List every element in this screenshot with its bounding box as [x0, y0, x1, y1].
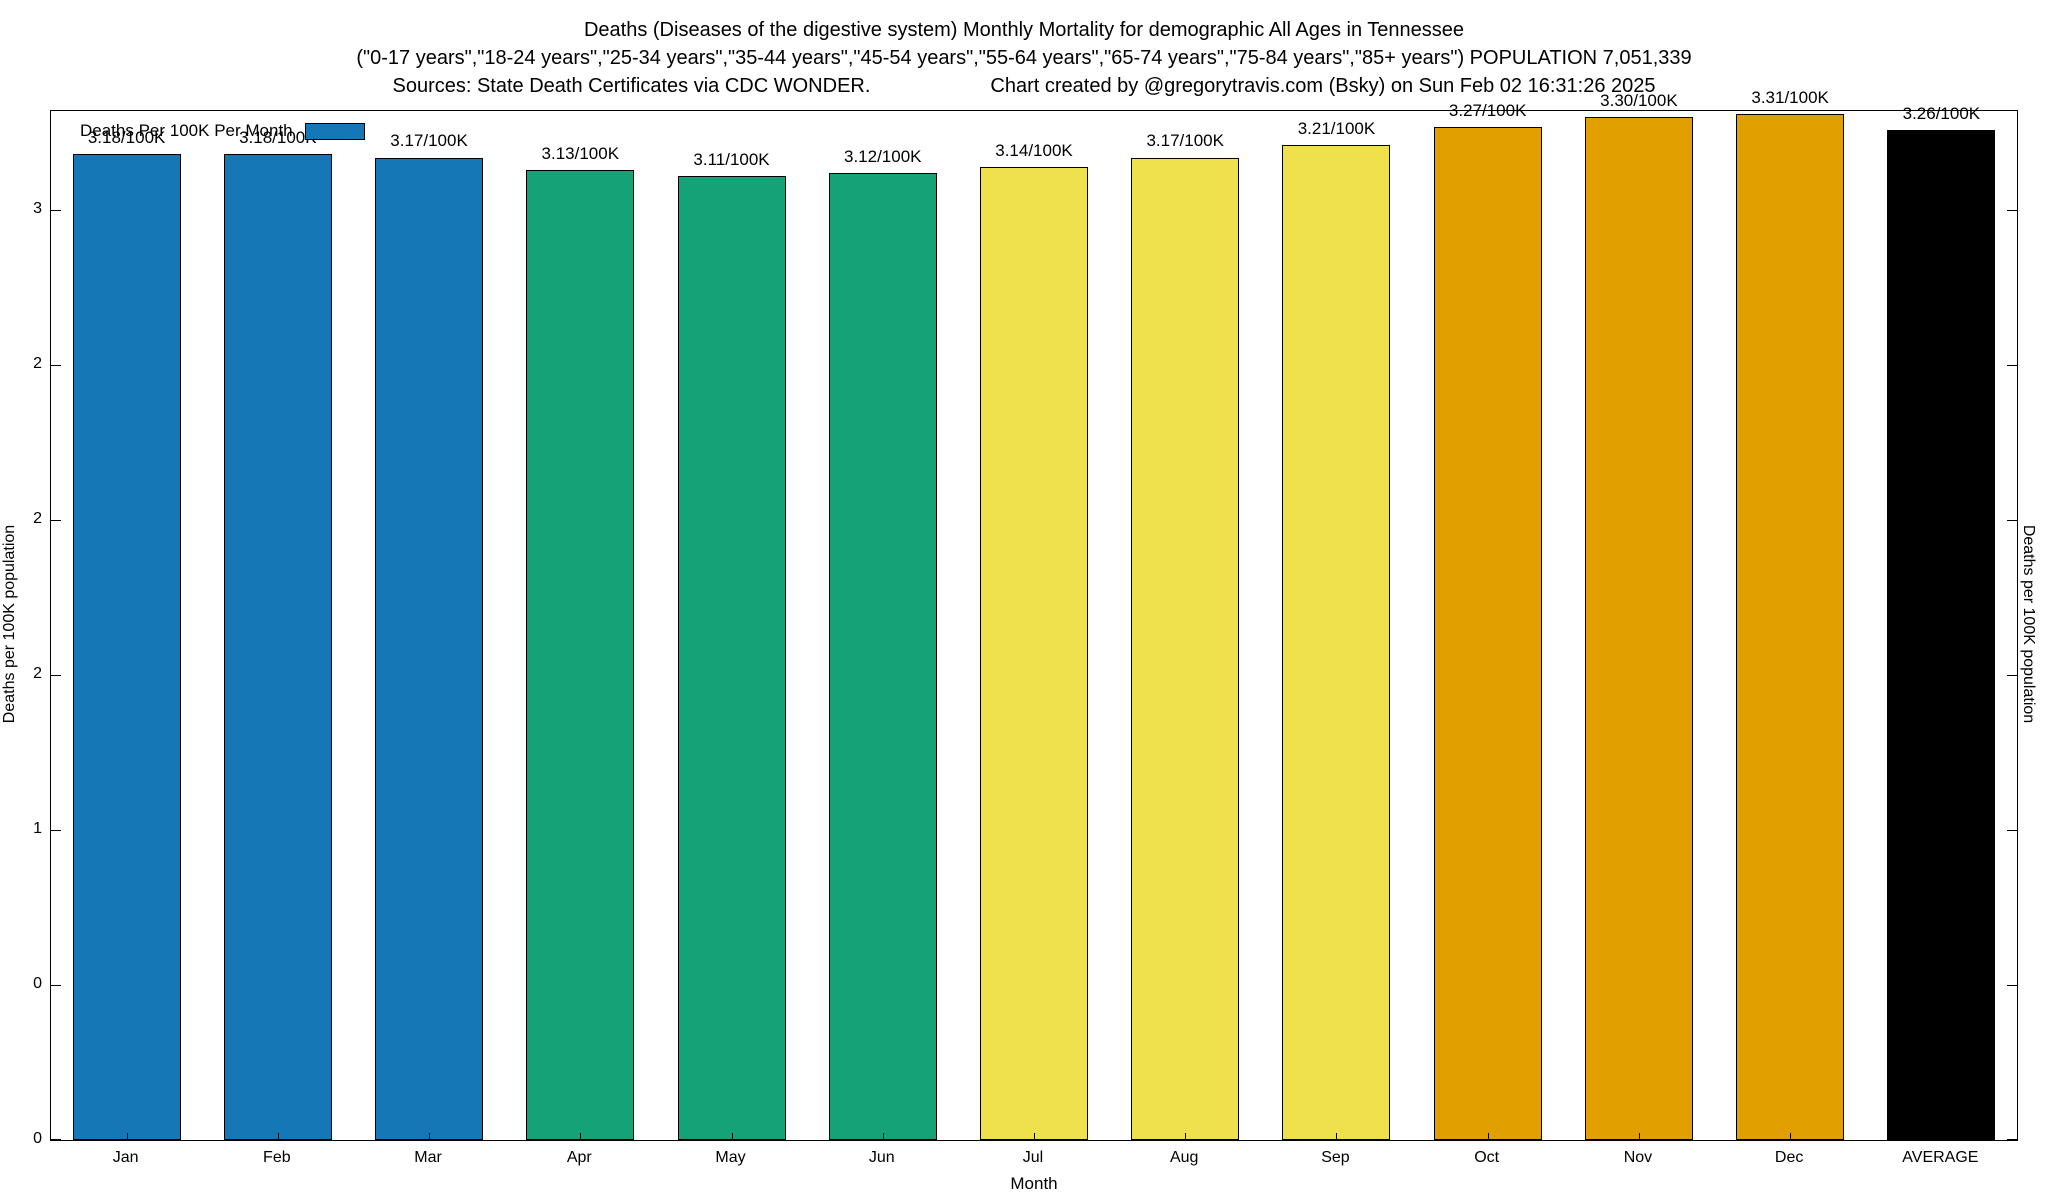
- x-tickmark-may: [731, 1133, 733, 1140]
- y-tickmark-left-2: [51, 830, 61, 832]
- bar-average: [1887, 129, 1996, 1140]
- y-tick-label-1: 0: [33, 975, 42, 993]
- y-tick-label-4: 2: [33, 510, 42, 528]
- bar-value-label-dec: 3.31/100K: [1751, 88, 1829, 108]
- bar-value-label-feb: 3.18/100K: [239, 128, 317, 148]
- x-tick-dec: Dec: [1774, 1149, 1804, 1166]
- bar-dec: [1736, 114, 1845, 1140]
- y-tickmark-left-6: [51, 210, 61, 212]
- bar-value-label-jun: 3.12/100K: [844, 146, 922, 166]
- y-tick-label-3: 2: [33, 665, 42, 683]
- chart-title-line2: ("0-17 years","18-24 years","25-34 years…: [356, 47, 1692, 69]
- bar-apr: [526, 169, 635, 1140]
- x-tickmark-jul: [1034, 1133, 1035, 1140]
- bar-jun: [828, 173, 937, 1140]
- bar-jan: [72, 154, 181, 1140]
- y-tick-label-2: 1: [33, 820, 42, 838]
- x-tick-aug: Aug: [1169, 1149, 1199, 1166]
- x-tick-jun: Jun: [868, 1149, 895, 1166]
- y-tickmark-left-5: [51, 365, 61, 367]
- x-tick-jul: Jul: [1022, 1149, 1044, 1166]
- bar-value-label-apr: 3.13/100K: [541, 143, 620, 163]
- y-tickmark-right-1: [2007, 985, 2017, 987]
- y-tickmark-right-0: [2007, 1139, 2017, 1140]
- y-tickmark-left-1: [51, 985, 61, 987]
- x-tickmark-apr: [580, 1133, 582, 1140]
- x-tickmark-dec: [1790, 1133, 1792, 1140]
- bar-jul: [980, 166, 1088, 1140]
- x-tick-may: May: [715, 1149, 746, 1166]
- legend-swatch-icon: [304, 122, 365, 140]
- plot-area: 3.18/100K 3.18/100K 3.17/100K 3.13/100K 3.11…: [50, 88, 2018, 1141]
- y-tickmark-right-4: [2007, 520, 2017, 522]
- x-tickmark-average: [1941, 1133, 1943, 1140]
- x-axis-tick-labels: Jan Feb Mar Apr May Jun Jul Aug Sep Oct Nov Dec AVER…: [50, 1149, 2018, 1169]
- bar-value-label-may: 3.11/100K: [693, 150, 770, 170]
- y-tickmark-left-0: [51, 1139, 61, 1140]
- chart-title-line1: Deaths (Diseases of the digestive system…: [583, 19, 1465, 41]
- x-tick-nov: Nov: [1623, 1149, 1653, 1166]
- bar-value-label-nov: 3.30/100K: [1600, 91, 1678, 111]
- bar-feb: [223, 154, 332, 1140]
- bar-may: [677, 176, 786, 1140]
- legend: Deaths Per 100K Per Month: [80, 121, 365, 141]
- bar-nov: [1584, 117, 1693, 1140]
- y-tick-label-6: 3: [33, 200, 42, 218]
- bar-sep: [1282, 145, 1391, 1140]
- bar-value-label-mar: 3.17/100K: [390, 131, 468, 151]
- y-tickmark-left-4: [51, 520, 61, 522]
- bar-value-label-sep: 3.21/100K: [1297, 119, 1376, 139]
- y-tick-label-0: 0: [33, 1130, 42, 1147]
- x-tickmark-nov: [1638, 1133, 1640, 1140]
- x-tick-feb: Feb: [263, 1149, 291, 1166]
- y-tick-label-5: 2: [33, 355, 42, 373]
- x-tick-apr: Apr: [566, 1149, 592, 1166]
- bar-value-label-aug: 3.17/100K: [1146, 131, 1224, 151]
- bar-value-label-average: 3.26/100K: [1902, 103, 1981, 123]
- bar-value-label-jan: 3.18/100K: [87, 128, 166, 148]
- chart-credit-text: Chart created by @gregorytravis.com (Bsk…: [990, 75, 1656, 97]
- bar-oct: [1433, 126, 1542, 1140]
- x-tickmark-jun: [882, 1133, 884, 1140]
- y-tickmark-right-3: [2007, 675, 2017, 677]
- y-tickmark-left-3: [51, 675, 61, 677]
- x-tick-oct: Oct: [1474, 1149, 1500, 1166]
- x-tick-average: AVERAGE: [1902, 1149, 1979, 1166]
- bar-value-label-jul: 3.14/100K: [995, 140, 1073, 160]
- legend-label: Deaths Per 100K Per Month: [80, 121, 293, 140]
- y-tickmark-right-2: [2007, 830, 2017, 832]
- y-tickmark-right-6: [2007, 210, 2017, 212]
- x-tickmark-mar: [429, 1133, 431, 1140]
- y-axis-label-left: Deaths per 100K population: [1, 524, 18, 724]
- bar-mar: [375, 157, 484, 1140]
- x-axis-label: Month: [1010, 1174, 1058, 1193]
- y-tickmark-right-5: [2007, 365, 2017, 367]
- x-tickmark-aug: [1185, 1133, 1187, 1140]
- y-axis-label-right: Deaths per 100K population: [2020, 524, 2037, 724]
- x-tick-mar: Mar: [414, 1149, 442, 1166]
- bar-aug: [1131, 157, 1240, 1140]
- chart-sources-text: Sources: State Death Certificates via CD…: [392, 75, 871, 97]
- chart-titles: Deaths (Diseases of the digestive system…: [0, 16, 2048, 100]
- chart-title-line3: Sources: State Death Certificates via CD…: [0, 72, 2048, 100]
- x-tickmark-sep: [1336, 1133, 1338, 1140]
- x-tick-sep: Sep: [1321, 1149, 1350, 1166]
- x-tick-jan: Jan: [112, 1149, 139, 1166]
- x-tickmark-oct: [1487, 1133, 1489, 1140]
- x-tickmark-feb: [277, 1133, 279, 1140]
- x-tickmark-jan: [126, 1133, 128, 1140]
- bar-value-label-oct: 3.27/100K: [1448, 100, 1527, 120]
